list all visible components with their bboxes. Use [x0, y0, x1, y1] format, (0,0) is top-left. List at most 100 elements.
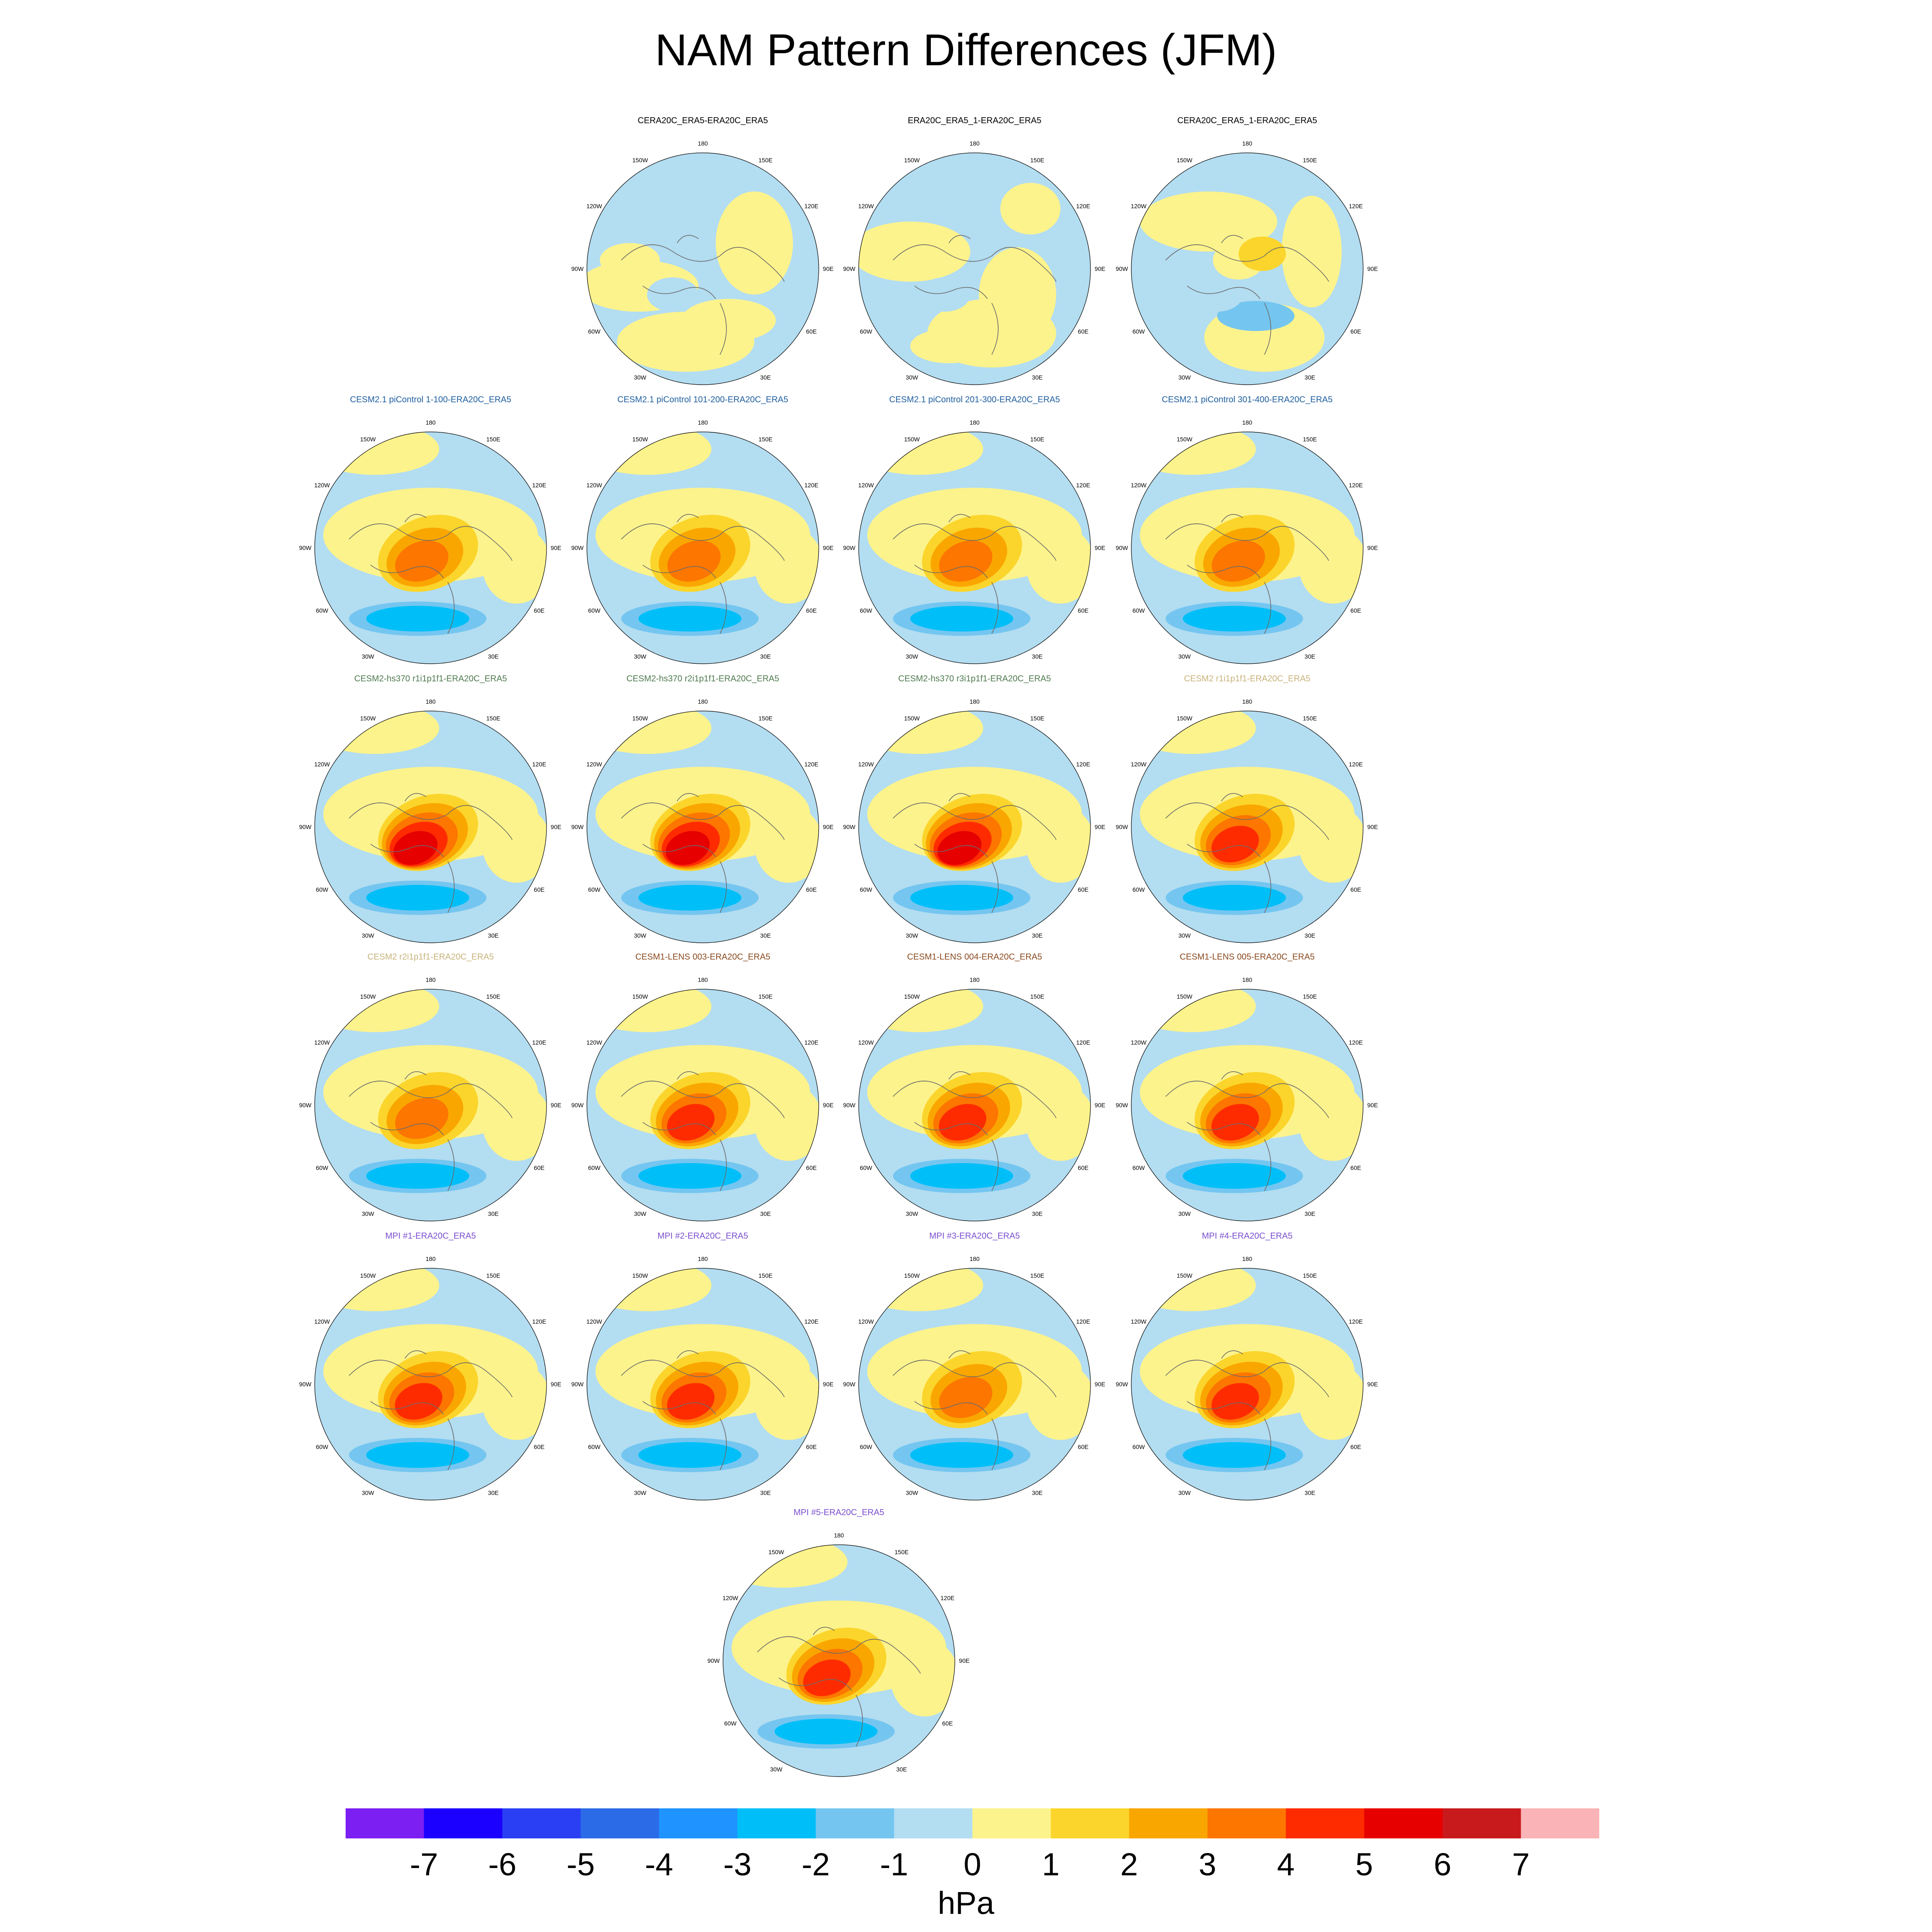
longitude-label: 120E [532, 482, 547, 489]
positive-anomaly-region [315, 432, 439, 475]
positive-anomaly-region [587, 711, 711, 754]
map-panel: MPI #5-ERA20C_ERA5180150E120E90E60E30E03… [706, 1508, 972, 1783]
positive-anomaly-region [667, 1104, 715, 1141]
longitude-label: 60W [588, 1164, 601, 1171]
longitude-label: 90W [571, 544, 584, 551]
polar-map: 180150E120E90E60E30E030W60W90W120W150W [843, 419, 1105, 664]
longitude-label: 150E [486, 993, 501, 1000]
polar-map: 180150E120E90E60E30E030W60W90W120W150W [1116, 976, 1378, 1221]
longitude-label: 150W [1177, 715, 1193, 722]
colorbar-tick-label: 2 [1120, 1847, 1138, 1882]
panel-title: MPI #1-ERA20C_ERA5 [385, 1231, 476, 1241]
map-panel: ERA20C_ERA5_1-ERA20C_ERA5 180 150E 120E 90E 6… [841, 116, 1108, 391]
map-panel: CESM2-hs370 r1i1p1f1-ERA20C_ERA5 180 150E 1… [298, 674, 564, 949]
negative-anomaly-region [775, 1719, 878, 1744]
panel-title: CESM2.1 piControl 101-200-ERA20C_ERA5 [617, 395, 788, 404]
map-panel: MPI #2-ERA20C_ERA5180150E120E90E60E30E03… [570, 1231, 836, 1506]
longitude-label: 120E [1076, 1039, 1091, 1046]
negative-anomaly-region [638, 1442, 741, 1468]
map-boundary [586, 711, 819, 943]
longitude-label: 30W [362, 932, 375, 939]
longitude-label: 60W [588, 607, 601, 614]
longitude-label: 120W [314, 761, 330, 768]
map-panel: CESM2.1 piControl 101-200-ERA20C_ERA5 180… [570, 395, 836, 670]
longitude-label: 30W [362, 653, 375, 660]
negative-anomaly-region [366, 1163, 469, 1189]
coastline [1165, 1071, 1329, 1191]
polar-map: 180150E120E90E60E30E030W60W90W120W150W [571, 976, 833, 1221]
longitude-label: 30E [1032, 932, 1043, 939]
longitude-label: 180 [969, 976, 980, 983]
field-layer [315, 1268, 547, 1500]
colorbar-bin [1051, 1808, 1130, 1838]
positive-anomaly-region [587, 432, 711, 475]
longitude-label: 90W [1116, 1102, 1129, 1109]
longitude-label: 180 [698, 140, 708, 147]
longitude-label: 60E [806, 1164, 817, 1171]
positive-anomaly-region [1026, 1084, 1091, 1161]
longitude-label: 30W [906, 374, 919, 381]
longitude-label: 180 [1242, 976, 1252, 983]
coastline [621, 235, 785, 355]
positive-anomaly-region [1131, 1268, 1256, 1311]
positive-anomaly-region [1299, 526, 1363, 604]
longitude-label: 120W [858, 1039, 874, 1046]
longitude-label: 90W [299, 1102, 312, 1109]
longitude-label: 180 [698, 419, 708, 426]
colorbar-bin [972, 1808, 1051, 1838]
longitude-label: 120E [941, 1595, 955, 1601]
coastline [621, 514, 785, 634]
polar-map: 180150E120E90E60E30E030W60W90W120W150W [1116, 698, 1378, 943]
map-boundary [858, 152, 1091, 385]
longitude-label: 180 [969, 140, 980, 147]
colorbar-bin [502, 1808, 581, 1838]
longitude-label: 30E [1305, 932, 1315, 939]
polar-map: 180150E120E90E60E30E030W60W90W120W150W [571, 140, 833, 385]
longitude-label: 60W [588, 328, 601, 335]
longitude-label: 90W [571, 1102, 584, 1109]
map-panel: CESM2.1 piControl 1-100-ERA20C_ERA5 180 15… [298, 395, 564, 670]
longitude-label: 90E [823, 1381, 834, 1388]
colorbar-bin [1129, 1808, 1208, 1838]
longitude-label: 180 [1242, 140, 1252, 147]
longitude-label: 90E [823, 823, 834, 830]
positive-anomaly-region [1211, 1104, 1259, 1141]
longitude-label: 60E [1350, 1164, 1361, 1171]
longitude-label: 60W [316, 607, 329, 614]
longitude-label: 90W [843, 544, 856, 551]
panel-title: MPI #4-ERA20C_ERA5 [1202, 1231, 1293, 1241]
longitude-label: 30W [1179, 374, 1191, 381]
longitude-label: 150E [1030, 157, 1045, 164]
positive-anomaly-region [939, 1104, 987, 1141]
longitude-label: 120E [532, 1039, 547, 1046]
polar-map: 180150E120E90E60E30E030W60W90W120W150W [843, 976, 1105, 1221]
negative-anomaly-region [1183, 1163, 1286, 1189]
positive-anomaly-region [1026, 526, 1091, 604]
longitude-label: 120W [586, 761, 602, 768]
coastline [1165, 1350, 1329, 1470]
colorbar-bin [816, 1808, 894, 1838]
map-boundary [1131, 711, 1364, 943]
longitude-label: 60E [534, 1164, 544, 1171]
colorbar-bin [1364, 1808, 1443, 1838]
map-panel: CERA20C_ERA5_1-ERA20C_ERA5 180 150E 120E 90E… [1114, 116, 1380, 391]
colorbar-bin [1286, 1808, 1364, 1838]
positive-anomaly-region [395, 1383, 443, 1420]
map-boundary [1131, 1268, 1364, 1501]
positive-anomaly-region [939, 1377, 993, 1418]
positive-anomaly-region [754, 1084, 819, 1161]
coastline [757, 1627, 921, 1747]
longitude-label: 90W [1116, 544, 1129, 551]
longitude-label: 150E [759, 715, 773, 722]
positive-anomaly-region [754, 526, 819, 604]
longitude-label: 30W [634, 1210, 647, 1217]
longitude-label: 180 [698, 698, 708, 705]
longitude-label: 30E [760, 1210, 771, 1217]
colorbar-tick-label: -7 [410, 1847, 438, 1882]
longitude-label: 90W [843, 265, 856, 272]
field-layer [587, 153, 819, 385]
negative-anomaly-region [910, 1163, 1013, 1189]
longitude-label: 120W [586, 1039, 602, 1046]
longitude-label: 120E [532, 1318, 547, 1325]
longitude-label: 150W [360, 993, 376, 1000]
